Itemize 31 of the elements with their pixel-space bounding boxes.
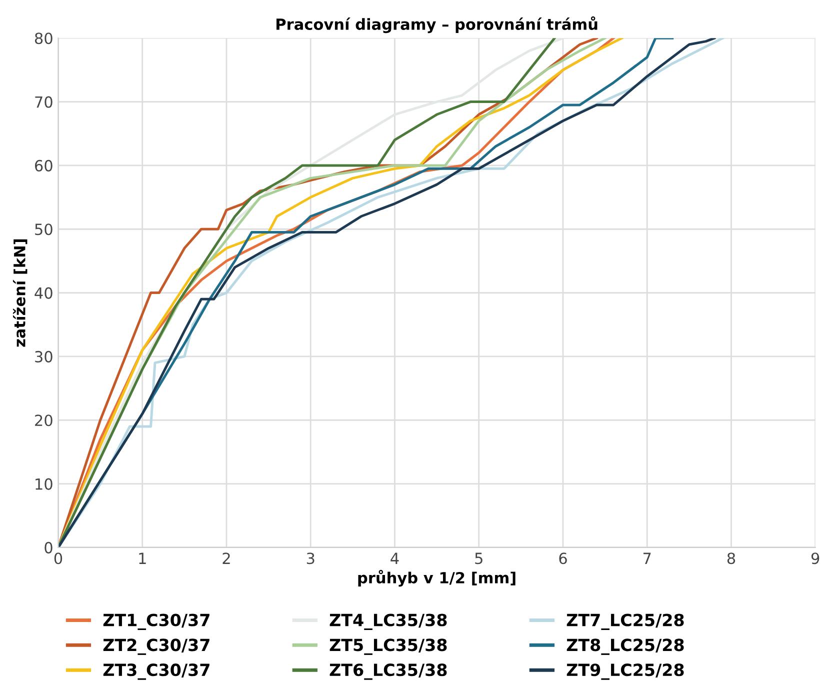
x-tick-label: 6 bbox=[559, 552, 567, 564]
legend-label: ZT6_LC35/38 bbox=[330, 664, 447, 680]
legend-label: ZT7_LC25/28 bbox=[566, 614, 684, 630]
legend-label: ZT8_LC25/28 bbox=[566, 638, 684, 655]
x-tick-label: 8 bbox=[727, 552, 736, 564]
legend-label: ZT1_C30/37 bbox=[103, 614, 210, 630]
y-tick-label: 20 bbox=[35, 414, 52, 426]
x-tick-label: 1 bbox=[139, 552, 146, 564]
y-tick-label: 0 bbox=[44, 542, 52, 554]
y-tick-label: 50 bbox=[35, 224, 52, 236]
x-tick-label: 7 bbox=[644, 552, 651, 564]
legend-label: ZT3_C30/37 bbox=[103, 664, 210, 680]
legend-label: ZT4_LC35/38 bbox=[330, 614, 447, 630]
legend-label: ZT5_LC35/38 bbox=[330, 638, 447, 655]
x-tick-label: 9 bbox=[811, 552, 820, 564]
x-tick-label: 2 bbox=[222, 552, 230, 564]
x-axis-title: průhyb v 1/2 [mm] bbox=[358, 570, 516, 587]
y-tick-label: 80 bbox=[34, 32, 52, 44]
x-tick-label: 3 bbox=[306, 552, 314, 564]
x-tick-label: 4 bbox=[390, 552, 399, 564]
chart-title: Pracovní diagramy – porovnání trámů bbox=[276, 16, 598, 34]
y-tick-label: 10 bbox=[36, 478, 52, 490]
legend-label: ZT2_C30/37 bbox=[103, 638, 210, 655]
x-tick-label: 0 bbox=[54, 552, 62, 564]
x-tick-label: 5 bbox=[475, 552, 482, 564]
legend-label: ZT9_LC25/28 bbox=[566, 664, 684, 680]
y-tick-label: 30 bbox=[35, 350, 52, 362]
y-tick-label: 60 bbox=[35, 160, 52, 172]
y-tick-label: 70 bbox=[35, 96, 52, 108]
y-tick-label: 40 bbox=[34, 287, 52, 299]
y-axis-title: zatížení [kN] bbox=[12, 239, 28, 347]
